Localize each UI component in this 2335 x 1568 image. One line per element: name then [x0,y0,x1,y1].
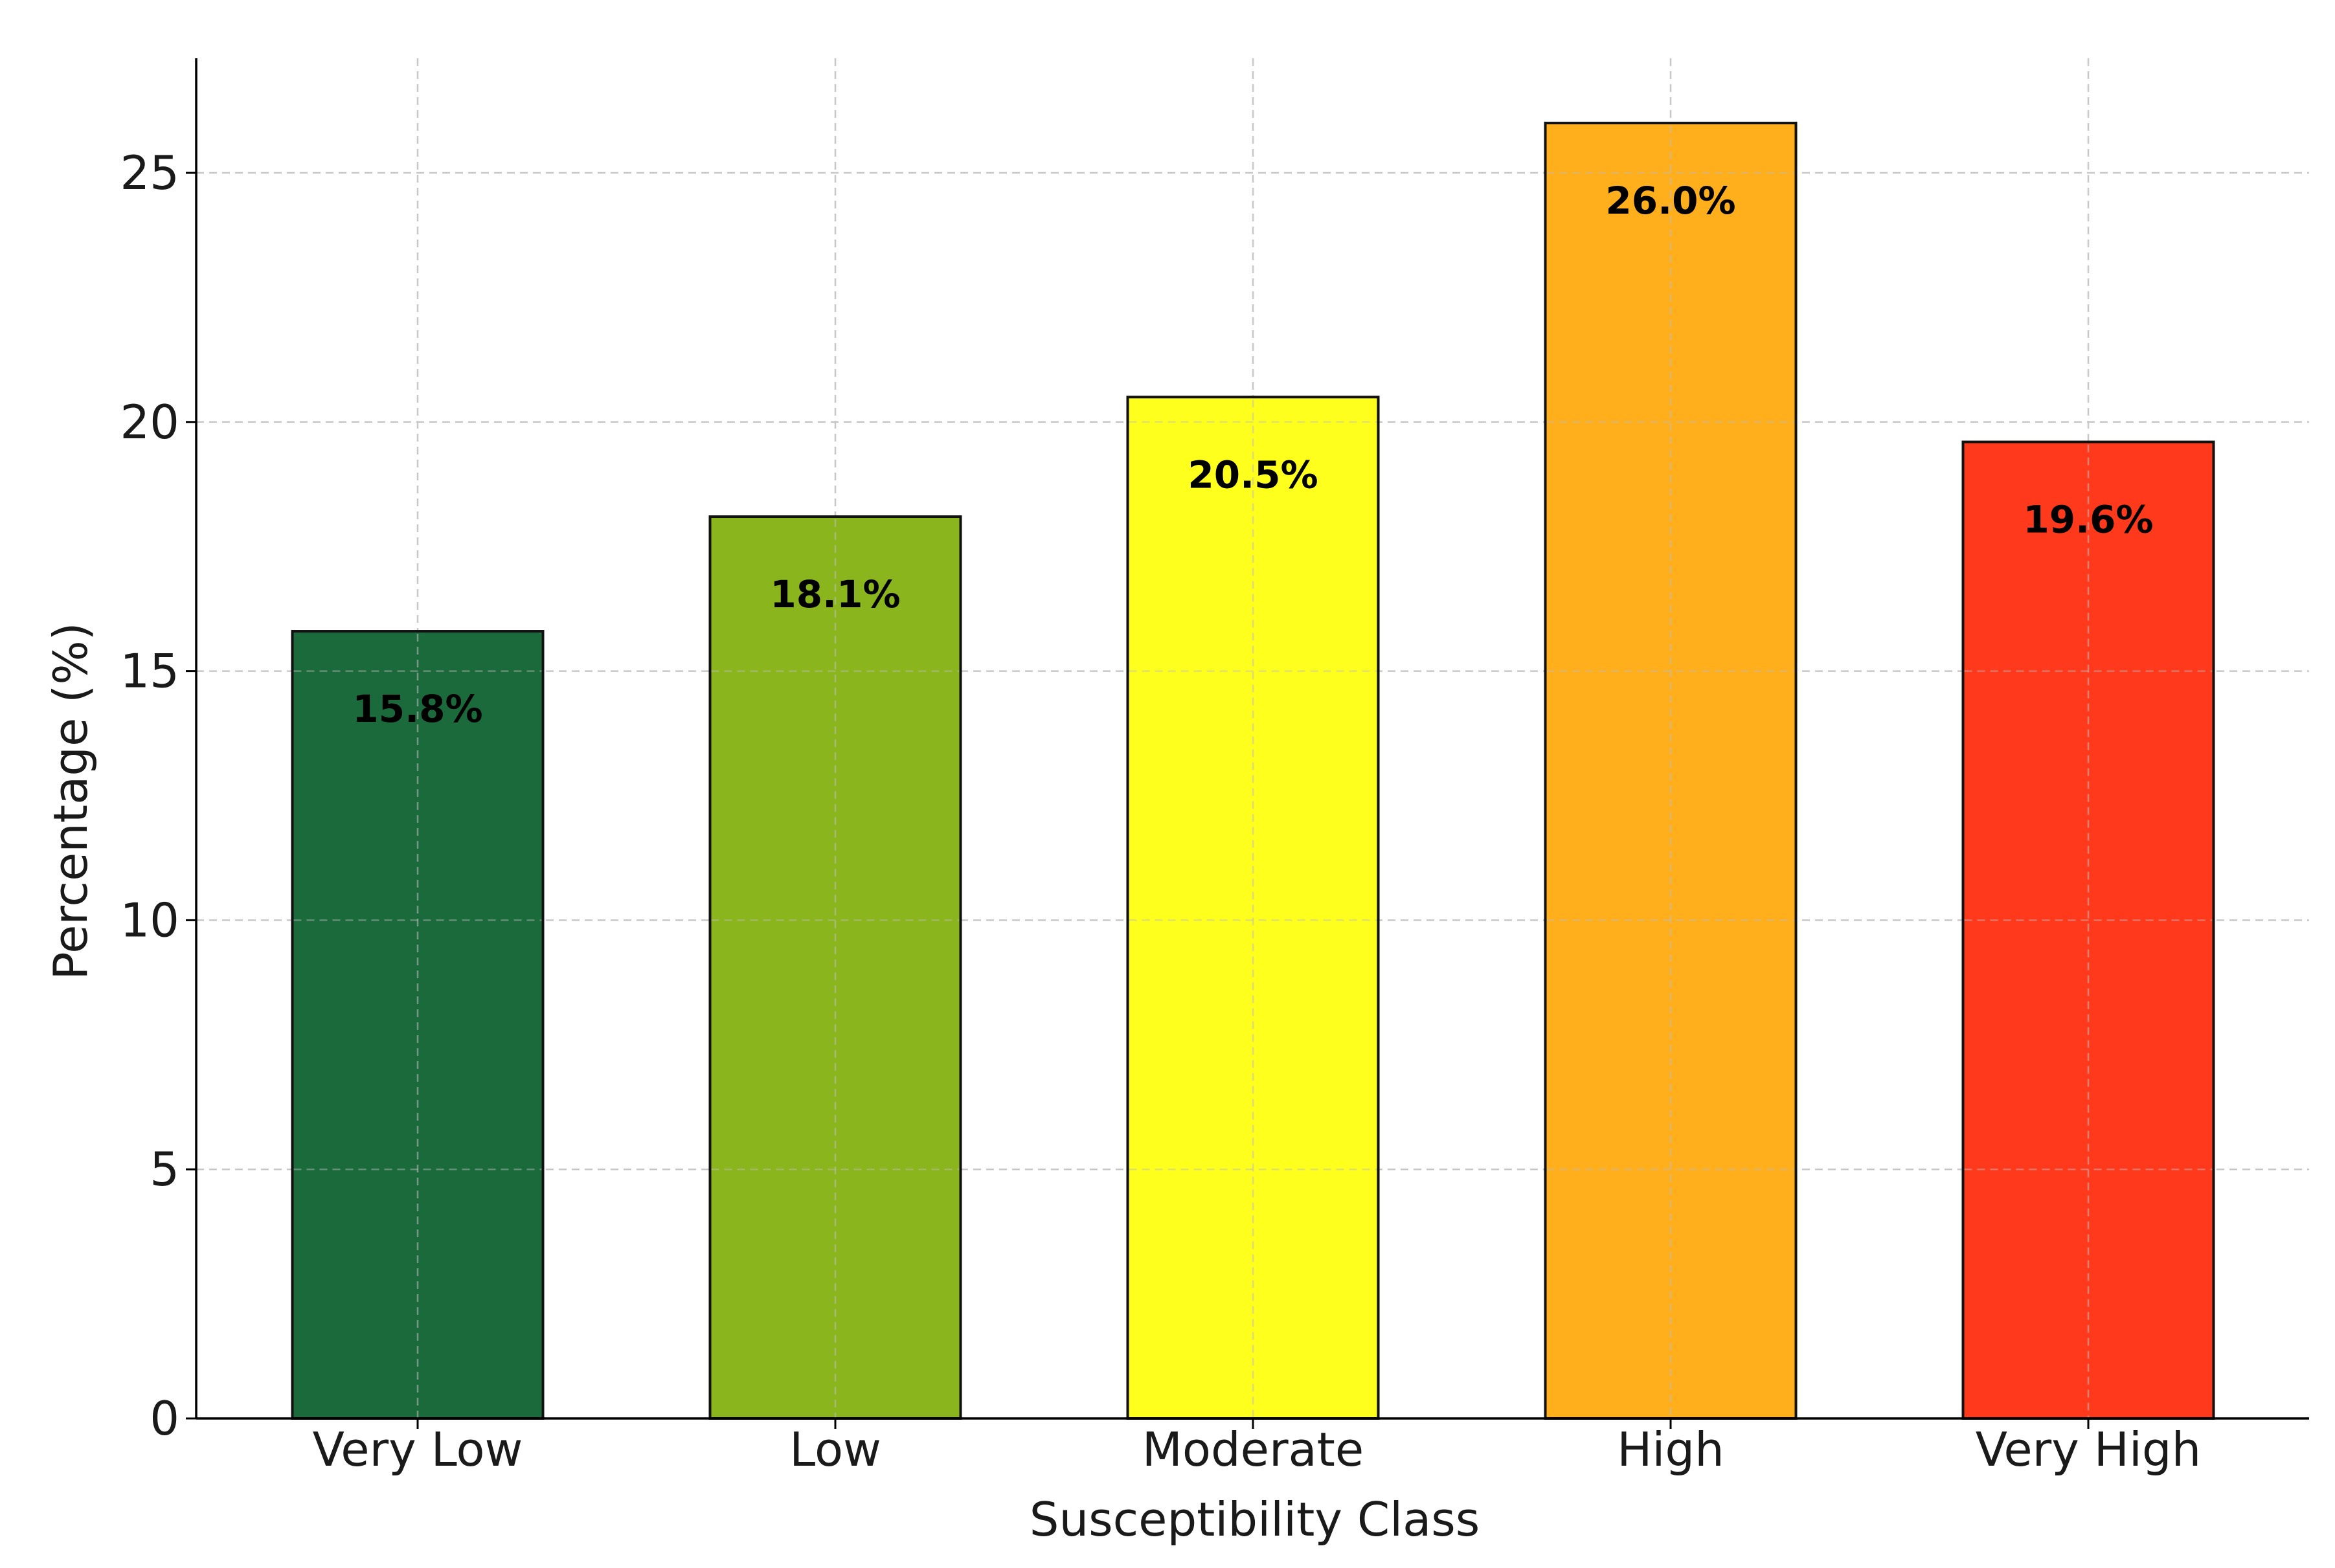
xtick-label-2: Moderate [1142,1422,1364,1477]
bar-high [1544,122,1798,1420]
bar-value-label-1: 18.1% [770,572,900,616]
y-axis-title: Percentage (%) [43,622,98,980]
xtick-label-0: Very Low [313,1422,523,1477]
ytick-label-5: 5 [150,1142,179,1196]
x-ticks: Very Low Low Moderate High Very High [313,1418,2202,1477]
y-ticks: 0 5 10 15 20 25 [120,146,196,1446]
ytick-label-25: 25 [120,146,179,200]
bars: 15.8% 18.1% 20.5% 26.0% 19.6% [291,122,2215,1420]
ytick-label-20: 20 [120,395,179,449]
xtick-label-4: Very High [1976,1422,2202,1477]
ytick-label-10: 10 [120,893,179,947]
xtick-label-3: High [1617,1422,1724,1477]
bar-value-label-4: 19.6% [2023,498,2153,542]
ytick-label-15: 15 [120,644,179,699]
bar-value-label-3: 26.0% [1605,179,1735,223]
xtick-label-1: Low [789,1422,881,1477]
ytick-label-0: 0 [150,1391,179,1446]
x-axis-title: Susceptibility Class [1030,1492,1480,1547]
bar-value-label-2: 20.5% [1188,453,1318,497]
bar-value-label-0: 15.8% [352,687,482,731]
